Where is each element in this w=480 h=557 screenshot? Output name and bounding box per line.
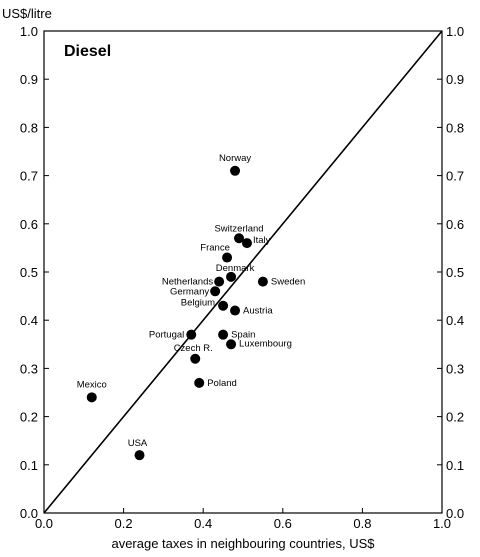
y-tick-label-right: 0.5 (446, 265, 464, 280)
y-tick-label-left: 0.9 (20, 72, 38, 87)
point-luxembourg (226, 339, 237, 350)
point-switzerland (234, 233, 245, 244)
chart-title: Diesel (64, 43, 111, 60)
y-tick-label-right: 0.6 (446, 217, 464, 232)
point-label-luxembourg: Luxembourg (239, 338, 292, 349)
point-label-spain: Spain (231, 330, 255, 341)
point-label-portugal: Portugal (149, 330, 184, 341)
y-tick-label-right: 0.1 (446, 458, 464, 473)
y-tick-label-left: 0.6 (20, 217, 38, 232)
point-label-france: France (200, 243, 230, 254)
y-tick-label-left: 0.5 (20, 265, 38, 280)
point-italy (241, 238, 252, 249)
x-axis-title: average taxes in neighbouring countries,… (111, 536, 375, 551)
point-label-poland: Poland (207, 378, 237, 389)
point-netherlands (214, 276, 225, 287)
point-label-austria: Austria (243, 306, 273, 317)
x-tick-label: 0.6 (274, 516, 292, 531)
point-label-norway: Norway (219, 153, 251, 164)
y-tick-label-left: 0.1 (20, 458, 38, 473)
point-norway (230, 165, 241, 176)
y-tick-label-left: 0.4 (20, 313, 38, 328)
y-tick-label-left: 0.0 (20, 506, 38, 521)
y-tick-label-right: 0.2 (446, 410, 464, 425)
point-label-germany: Germany (170, 286, 209, 297)
y-tick-label-right: 0.7 (446, 169, 464, 184)
point-label-netherlands: Netherlands (162, 277, 213, 288)
y-tick-label-right: 0.8 (446, 120, 464, 135)
point-label-czech-r: Czech R. (174, 343, 213, 354)
y-tick-label-left: 0.2 (20, 410, 38, 425)
y-tick-label-right: 0.9 (446, 72, 464, 87)
points-layer (86, 165, 268, 461)
point-label-denmark: Denmark (216, 263, 255, 274)
point-poland (194, 377, 205, 388)
x-tick-label: 0.0 (35, 516, 53, 531)
point-label-switzerland: Switzerland (214, 223, 263, 234)
x-tick-label: 0.2 (115, 516, 133, 531)
y-tick-label-right: 0.4 (446, 313, 464, 328)
y-tick-label-left: 0.8 (20, 120, 38, 135)
point-portugal (186, 329, 197, 340)
point-label-belgium: Belgium (181, 298, 215, 309)
point-spain (218, 329, 229, 340)
point-label-usa: USA (128, 438, 148, 449)
y-axis-title: US$/litre (2, 6, 52, 21)
point-germany (210, 286, 221, 297)
point-label-sweden: Sweden (271, 277, 305, 288)
y-tick-label-right: 0.3 (446, 361, 464, 376)
point-france (222, 252, 233, 263)
x-tick-label: 0.8 (353, 516, 371, 531)
y-tick-label-left: 0.7 (20, 169, 38, 184)
point-denmark (226, 271, 237, 282)
point-czech-r (190, 353, 201, 364)
point-mexico (86, 392, 97, 403)
y-tick-label-right: 0.0 (446, 506, 464, 521)
point-usa (134, 450, 145, 461)
point-belgium (218, 300, 229, 311)
y-tick-label-left: 1.0 (20, 24, 38, 39)
x-tick-label: 0.4 (194, 516, 212, 531)
x-tick-label: 1.0 (433, 516, 451, 531)
y-tick-label-right: 1.0 (446, 24, 464, 39)
y-tick-label-left: 0.3 (20, 361, 38, 376)
point-label-mexico: Mexico (77, 379, 107, 390)
point-label-italy: Italy (253, 235, 271, 246)
point-sweden (257, 276, 268, 287)
reference-line-layer (43, 30, 443, 514)
point-austria (230, 305, 241, 316)
diagonal-reference-line (43, 30, 443, 514)
tick-layer: 0.0 0.00.1 0.10.2 0.20.3 0.30.4 0.40.5 0.50.6 0… (20, 24, 464, 531)
